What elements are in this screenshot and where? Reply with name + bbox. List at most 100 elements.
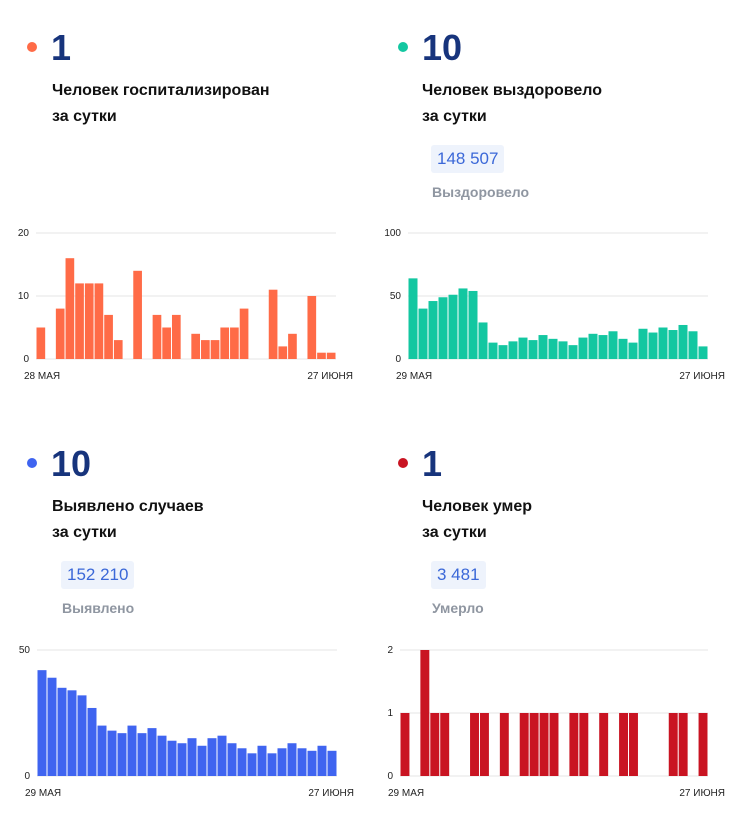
panel-hospitalized: 1 Человек госпитализирован за сутки 0 10 2… xyxy=(0,0,360,410)
bar xyxy=(478,322,488,359)
bar xyxy=(97,725,107,776)
bar xyxy=(127,725,137,776)
y-tick-label: 2 xyxy=(387,645,393,656)
bar xyxy=(539,713,549,776)
bar xyxy=(558,341,568,359)
y-tick-label: 0 xyxy=(395,354,401,365)
bar xyxy=(47,677,57,776)
bar xyxy=(297,748,307,776)
bar xyxy=(698,713,708,776)
bar xyxy=(470,713,479,776)
bar xyxy=(698,346,708,359)
bar xyxy=(177,743,187,776)
bar xyxy=(508,341,518,359)
bar xyxy=(157,735,167,776)
bar xyxy=(220,327,230,359)
bar xyxy=(448,294,458,359)
x-start-label: 29 МАЯ xyxy=(396,371,432,382)
bar xyxy=(197,745,207,776)
x-end-label: 27 ИЮНЯ xyxy=(679,788,725,799)
bar xyxy=(94,283,104,359)
bar xyxy=(629,713,638,776)
daily-label: Человек госпитализирован за сутки xyxy=(52,78,270,130)
bar xyxy=(549,713,559,776)
bar xyxy=(152,314,162,359)
daily-value: 1 xyxy=(422,443,443,484)
bar xyxy=(268,289,278,359)
bar xyxy=(499,713,509,776)
bar xyxy=(167,740,177,776)
x-end-label: 27 ИЮНЯ xyxy=(679,371,725,382)
bar xyxy=(569,713,579,776)
bar xyxy=(479,713,489,776)
daily-label-line1: Выявлено случаев xyxy=(52,498,204,515)
daily-label: Человек выздоровело за сутки xyxy=(422,78,602,130)
bar xyxy=(678,324,688,359)
bar xyxy=(408,278,418,359)
daily-label-line1: Человек выздоровело xyxy=(422,82,603,99)
total-badge: 152 210 xyxy=(61,561,135,589)
bar xyxy=(77,695,87,776)
bar xyxy=(548,338,558,359)
x-end-label: 27 ИЮНЯ xyxy=(308,788,354,799)
bar xyxy=(428,301,438,359)
bar xyxy=(171,314,181,359)
legend-dot xyxy=(398,458,408,468)
bar-chart-deaths: 0 1 2 29 МАЯ 27 ИЮНЯ xyxy=(387,645,725,799)
bar-chart-cases: 0 50 29 МАЯ 27 ИЮНЯ xyxy=(19,645,354,799)
bar xyxy=(187,738,197,776)
daily-value: 10 xyxy=(422,27,463,68)
bar xyxy=(117,733,127,776)
bar xyxy=(579,713,589,776)
bar xyxy=(147,728,157,776)
bar xyxy=(230,327,239,359)
bar xyxy=(668,713,678,776)
bar xyxy=(278,346,288,359)
bar xyxy=(327,750,337,776)
daily-value: 10 xyxy=(51,443,92,484)
bar xyxy=(619,713,629,776)
bar xyxy=(84,283,94,359)
bar xyxy=(528,340,538,359)
bar xyxy=(678,713,688,776)
daily-label-line2: за сутки xyxy=(422,108,487,125)
bar xyxy=(688,331,698,359)
total-caption: Выздоровело xyxy=(432,184,530,200)
bar xyxy=(137,733,147,776)
bar xyxy=(498,345,508,359)
bar xyxy=(658,327,668,359)
bar xyxy=(618,338,628,359)
bar xyxy=(638,328,648,359)
bar xyxy=(668,330,678,359)
bar xyxy=(538,335,548,359)
bar xyxy=(267,753,277,776)
x-start-label: 29 МАЯ xyxy=(388,788,424,799)
bar xyxy=(519,713,529,776)
panel-recovered: 10 Человек выздоровело за сутки 148 507 … xyxy=(372,0,732,410)
bar xyxy=(317,745,327,776)
bar xyxy=(67,690,77,776)
total-caption: Умерло xyxy=(432,600,484,616)
x-start-label: 28 МАЯ xyxy=(24,371,60,382)
bar xyxy=(307,750,317,776)
legend-dot xyxy=(398,42,408,52)
panel-deaths: 1 Человек умер за сутки 3 481 Умерло 0 1 2… xyxy=(372,416,732,826)
bar xyxy=(55,308,65,359)
bar xyxy=(598,335,608,359)
bar xyxy=(210,340,220,359)
bar xyxy=(568,345,578,359)
bar xyxy=(217,735,227,776)
bar xyxy=(529,713,539,776)
bar xyxy=(191,333,201,359)
y-tick-label: 1 xyxy=(387,708,393,719)
bar xyxy=(247,753,257,776)
bar xyxy=(237,748,247,776)
bar xyxy=(468,290,478,359)
daily-value: 1 xyxy=(51,27,72,68)
daily-label: Человек умер за сутки xyxy=(422,494,532,546)
bar xyxy=(608,331,618,359)
bar xyxy=(37,670,47,776)
bar xyxy=(113,340,123,359)
daily-label-line1: Человек госпитализирован xyxy=(52,82,270,99)
bar xyxy=(578,337,588,359)
